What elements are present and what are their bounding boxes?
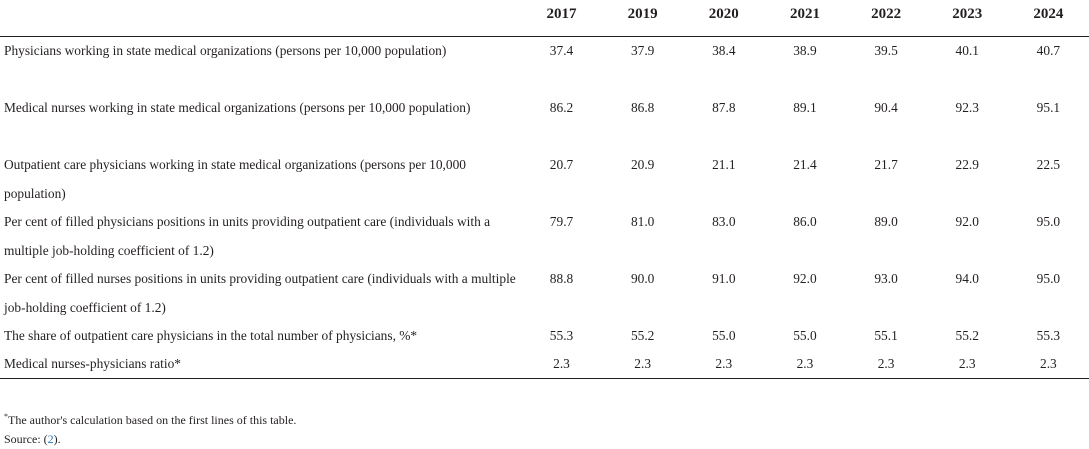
- source-suffix: ).: [53, 432, 61, 446]
- year-header: 2023: [952, 6, 983, 22]
- table-row: Physicians working in state medical orga…: [0, 37, 1089, 95]
- cell-value: 94.0: [955, 271, 979, 286]
- cell-value: 86.0: [793, 214, 817, 229]
- cell-value: 83.0: [712, 214, 736, 229]
- source-note: Source: (2).: [4, 430, 296, 449]
- row-label: Per cent of filled nurses positions in u…: [4, 271, 516, 315]
- cell-value: 37.9: [630, 43, 655, 58]
- table-row: The share of outpatient care physicians …: [0, 322, 1089, 350]
- cell-value: 2.3: [553, 356, 570, 371]
- row-label: Physicians working in state medical orga…: [4, 43, 447, 58]
- table-row: Per cent of filled nurses positions in u…: [0, 265, 1089, 322]
- cell-value: 39.5: [874, 43, 898, 58]
- cell-value: 92.3: [955, 100, 979, 115]
- header-blank: [0, 0, 521, 37]
- cell-value: 20.7: [549, 157, 574, 172]
- row-label: Medical nurses-physicians ratio*: [4, 356, 182, 371]
- cell-value: 2.3: [958, 356, 976, 371]
- cell-value: 79.7: [549, 214, 574, 229]
- cell-value: 95.0: [1036, 271, 1061, 286]
- year-header: 2024: [1033, 6, 1064, 22]
- cell-value: 91.0: [712, 271, 736, 286]
- row-label: Medical nurses working in state medical …: [4, 100, 471, 115]
- year-header: 2019: [627, 6, 658, 22]
- cell-value: 55.3: [549, 328, 574, 343]
- table-footnotes: *The author's calculation based on the f…: [4, 407, 296, 449]
- cell-value: 92.0: [955, 214, 979, 229]
- cell-value: 55.0: [712, 328, 736, 343]
- cell-value: 55.3: [1036, 328, 1061, 343]
- cell-value: 55.0: [793, 328, 817, 343]
- cell-value: 86.8: [630, 100, 655, 115]
- year-header: 2020: [708, 6, 739, 22]
- cell-value: 95.0: [1036, 214, 1061, 229]
- cell-value: 81.0: [630, 214, 655, 229]
- cell-value: 2.3: [877, 356, 895, 371]
- cell-value: 21.1: [712, 157, 736, 172]
- cell-value: 88.8: [549, 271, 574, 286]
- row-label: Per cent of filled physicians positions …: [4, 214, 491, 258]
- year-header: 2017: [546, 6, 577, 22]
- table-row: Per cent of filled physicians positions …: [0, 208, 1089, 265]
- cell-value: 38.4: [712, 43, 736, 58]
- footnote-marker: *: [4, 412, 8, 421]
- cell-value: 2.3: [634, 356, 652, 371]
- cell-value: 38.9: [793, 43, 817, 58]
- cell-value: 86.2: [549, 100, 574, 115]
- cell-value: 89.1: [793, 100, 817, 115]
- cell-value: 21.4: [793, 157, 817, 172]
- cell-value: 89.0: [874, 214, 898, 229]
- footnote: *The author's calculation based on the f…: [4, 407, 296, 430]
- table-row: Medical nurses-physicians ratio* 2.3 2.3…: [0, 350, 1089, 379]
- cell-value: 87.8: [712, 100, 736, 115]
- source-reference-link[interactable]: 2: [47, 432, 54, 446]
- footnote-text: The author's calculation based on the fi…: [8, 413, 297, 427]
- year-header: 2021: [789, 6, 820, 22]
- cell-value: 2.3: [1040, 356, 1057, 371]
- cell-value: 22.9: [955, 157, 979, 172]
- cell-value: 20.9: [630, 157, 655, 172]
- cell-value: 2.3: [715, 356, 733, 371]
- cell-value: 90.4: [874, 100, 898, 115]
- cell-value: 37.4: [549, 43, 574, 58]
- cell-value: 55.2: [955, 328, 979, 343]
- cell-value: 21.7: [874, 157, 898, 172]
- cell-value: 22.5: [1036, 157, 1061, 172]
- row-label: The share of outpatient care physicians …: [4, 328, 418, 343]
- cell-value: 95.1: [1036, 100, 1061, 115]
- cell-value: 55.1: [874, 328, 898, 343]
- header-row: 2017 2019 2020 2021 2022 2023 2024: [0, 0, 1089, 37]
- year-header: 2022: [871, 6, 902, 22]
- cell-value: 40.7: [1036, 43, 1061, 58]
- cell-value: 90.0: [630, 271, 655, 286]
- cell-value: 55.2: [630, 328, 655, 343]
- cell-value: 2.3: [796, 356, 814, 371]
- table-row: Outpatient care physicians working in st…: [0, 151, 1089, 208]
- cell-value: 93.0: [874, 271, 898, 286]
- table-row: Medical nurses working in state medical …: [0, 94, 1089, 151]
- row-label: Outpatient care physicians working in st…: [4, 157, 466, 201]
- cell-value: 92.0: [793, 271, 817, 286]
- cell-value: 40.1: [955, 43, 979, 58]
- source-prefix: Source: (: [4, 432, 48, 446]
- data-table: 2017 2019 2020 2021 2022 2023 2024 Physi…: [0, 0, 1089, 379]
